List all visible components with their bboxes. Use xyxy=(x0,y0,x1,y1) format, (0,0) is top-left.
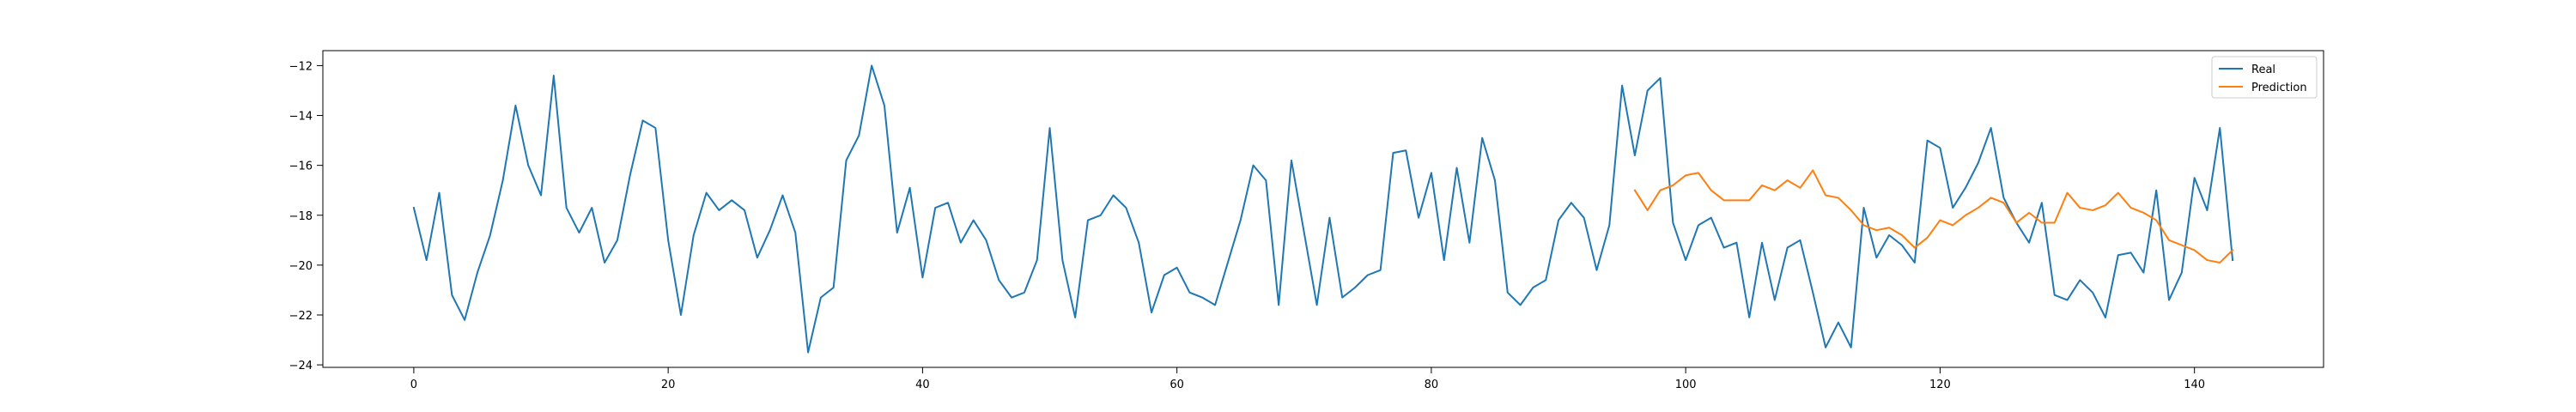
x-tick-label: 120 xyxy=(1929,379,1951,391)
plot-frame xyxy=(322,50,2324,368)
y-tick-label: −22 xyxy=(289,310,313,323)
series-line-prediction xyxy=(1633,169,2234,264)
series-line-real xyxy=(412,64,2234,354)
x-tick-label: 0 xyxy=(410,379,417,391)
y-tick-label: −18 xyxy=(289,210,313,223)
legend-label-real: Real xyxy=(2251,64,2275,76)
y-tick-label: −20 xyxy=(289,260,313,273)
x-tick-label: 100 xyxy=(1675,379,1697,391)
x-tick-label: 60 xyxy=(1170,379,1184,391)
x-tick-label: 20 xyxy=(661,379,676,391)
y-tick-label: −24 xyxy=(289,360,313,373)
axes xyxy=(322,50,2324,368)
plot-lines xyxy=(412,64,2234,354)
y-tick-label: −14 xyxy=(289,111,313,124)
y-tick-label: −16 xyxy=(289,161,313,173)
x-tick-label: 80 xyxy=(1425,379,1439,391)
legend: Real Prediction xyxy=(2211,56,2318,99)
ticks: 0 20 40 60 80 100 120 140 −24 −22 −20 −18 −16 −14 −12 xyxy=(289,60,2206,391)
legend-label-prediction: Prediction xyxy=(2251,82,2307,94)
x-tick-label: 140 xyxy=(2184,379,2205,391)
y-tick-label: −12 xyxy=(289,60,313,73)
x-tick-label: 40 xyxy=(915,379,930,391)
